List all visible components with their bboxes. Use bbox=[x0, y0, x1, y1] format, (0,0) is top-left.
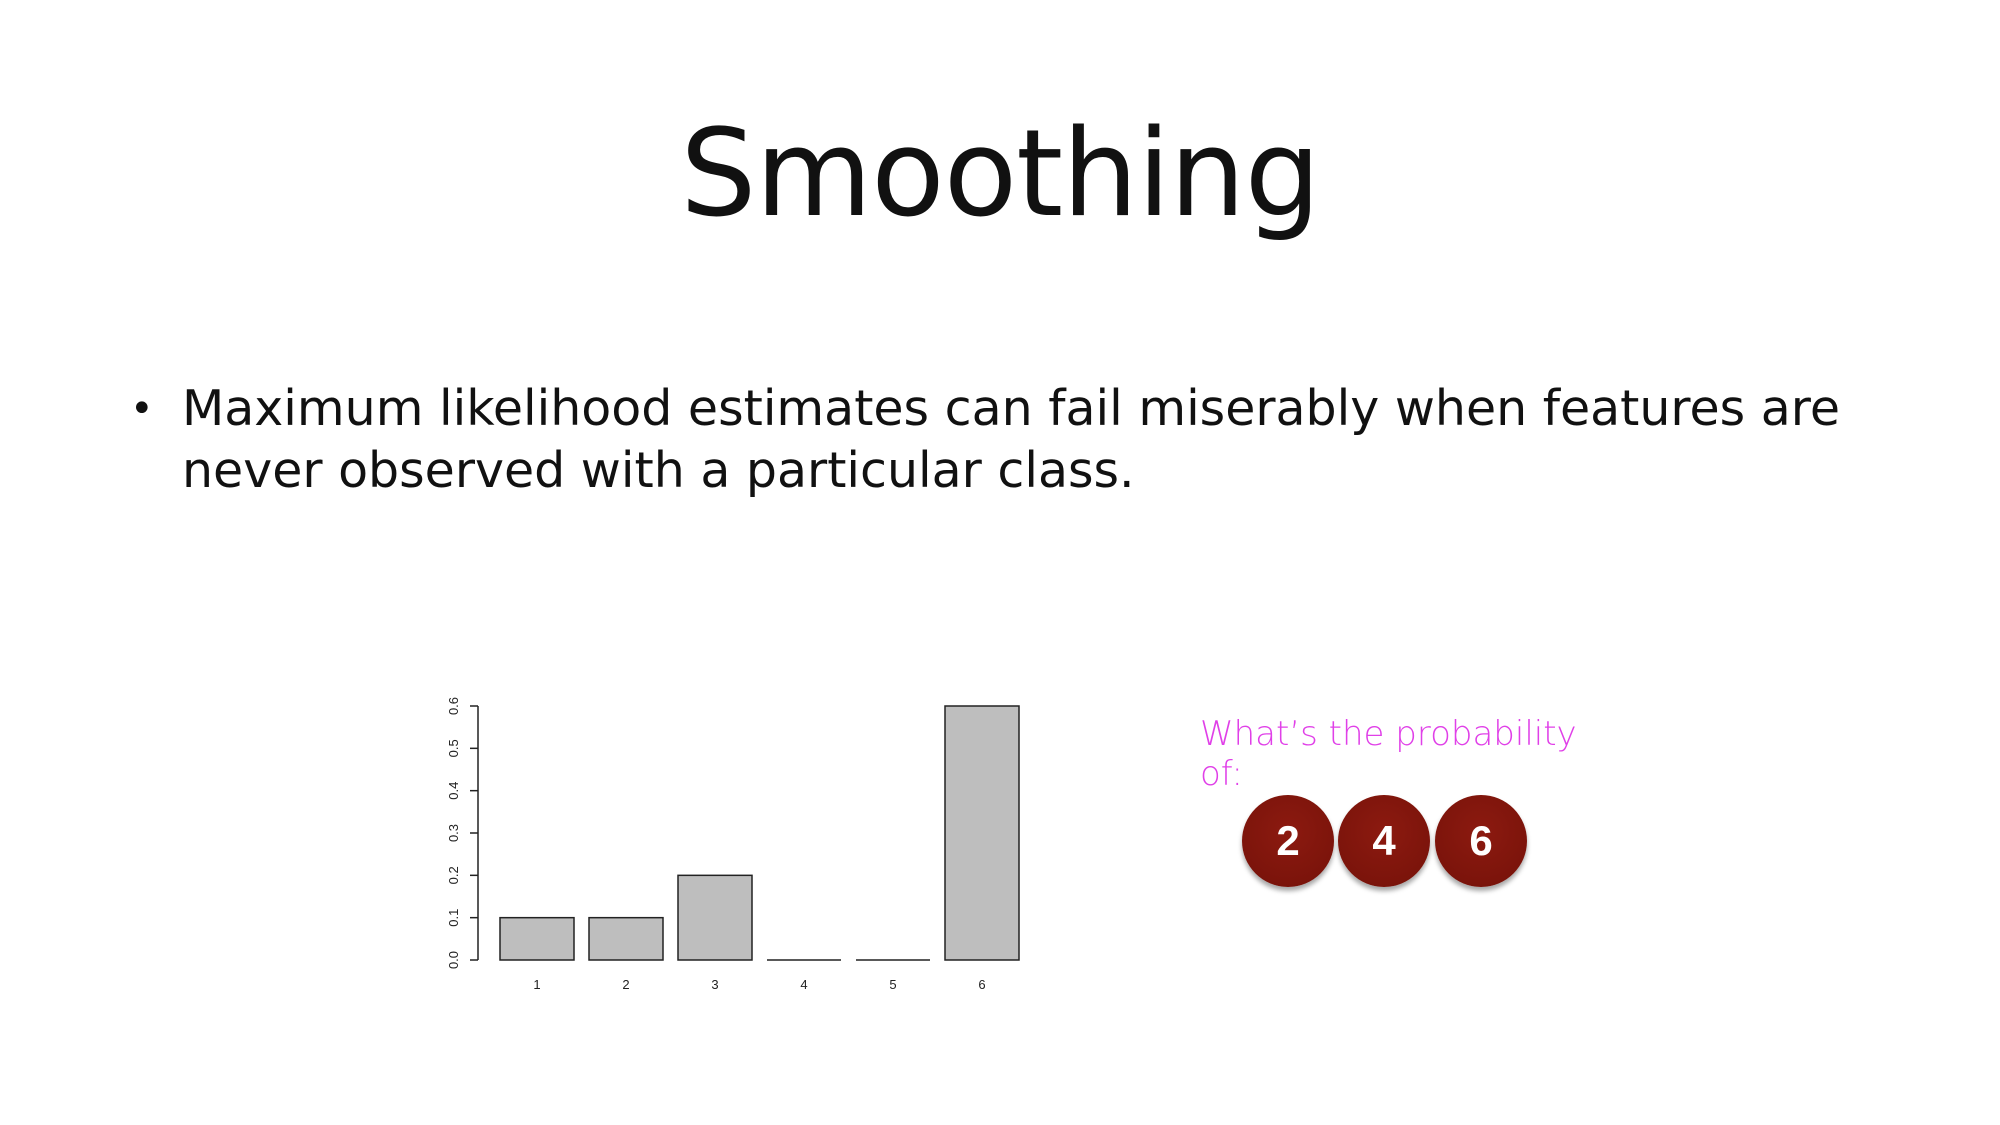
y-tick-label: 0.1 bbox=[446, 909, 461, 927]
bar-6 bbox=[944, 705, 1020, 961]
slide-title: Smoothing bbox=[680, 105, 1321, 244]
y-tick-label: 0.0 bbox=[446, 951, 461, 969]
y-tick-label: 0.5 bbox=[446, 739, 461, 757]
die-ball-4: 4 bbox=[1338, 795, 1430, 887]
x-tick-label: 3 bbox=[711, 977, 718, 992]
die-ball-2: 2 bbox=[1242, 795, 1334, 887]
x-tick-label: 4 bbox=[800, 977, 807, 992]
bullet-point: • Maximum likelihood estimates can fail … bbox=[130, 378, 1890, 502]
x-tick-label: 1 bbox=[533, 977, 540, 992]
bar-3 bbox=[677, 874, 753, 961]
probability-bar-chart: 0.0 0.1 0.2 0.3 0.4 0.5 0.6 1 2 3 4 5 6 bbox=[446, 697, 1020, 992]
y-tick-label: 0.4 bbox=[446, 782, 461, 800]
x-tick-label: 5 bbox=[889, 977, 896, 992]
y-tick-label: 0.2 bbox=[446, 866, 461, 884]
bullet-marker: • bbox=[130, 386, 154, 432]
die-ball-6: 6 bbox=[1435, 795, 1527, 887]
x-tick-label: 2 bbox=[622, 977, 629, 992]
bar-2 bbox=[588, 916, 664, 961]
bullet-text: Maximum likelihood estimates can fail mi… bbox=[182, 380, 1840, 499]
y-tick-label: 0.6 bbox=[446, 697, 461, 715]
bar-1 bbox=[499, 916, 575, 961]
x-tick-label: 6 bbox=[978, 977, 985, 992]
question-text: What’s the probability of: bbox=[1200, 714, 1577, 794]
y-tick-label: 0.3 bbox=[446, 824, 461, 842]
